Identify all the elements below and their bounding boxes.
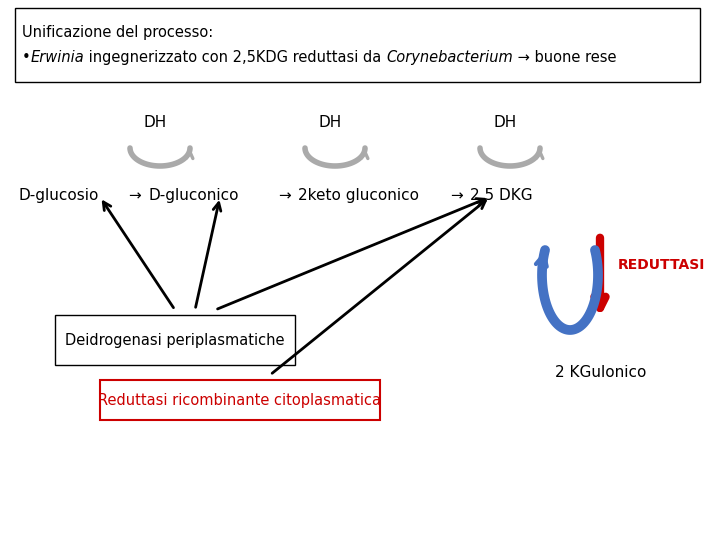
Text: •: • [22,50,31,65]
Bar [55,315,295,365]
Text: D-glucosio: D-glucosio [18,188,99,203]
Text: →: → [278,188,291,203]
Bar [15,8,700,82]
Text: DH: DH [143,115,166,130]
Text: Erwinia: Erwinia [31,50,84,65]
Text: 2 KGulonico: 2 KGulonico [555,365,647,380]
Text: →: → [128,188,140,203]
Text: ingegnerizzato con 2,5KDG reduttasi da: ingegnerizzato con 2,5KDG reduttasi da [84,50,387,65]
Bar [100,380,380,420]
Text: Reduttasi ricombinante citoplasmatica: Reduttasi ricombinante citoplasmatica [99,393,382,408]
Text: 2,5 DKG: 2,5 DKG [470,188,533,203]
Text: D-gluconico: D-gluconico [148,188,238,203]
Text: 2keto gluconico: 2keto gluconico [298,188,419,203]
Text: Corynebacterium: Corynebacterium [387,50,513,65]
Text: DH: DH [318,115,341,130]
Text: → buone rese: → buone rese [513,50,616,65]
Text: Unificazione del processo:: Unificazione del processo: [22,25,213,40]
Text: DH: DH [493,115,517,130]
Text: Deidrogenasi periplasmatiche: Deidrogenasi periplasmatiche [66,333,284,348]
Text: REDUTTASI: REDUTTASI [618,258,706,272]
Text: →: → [450,188,463,203]
